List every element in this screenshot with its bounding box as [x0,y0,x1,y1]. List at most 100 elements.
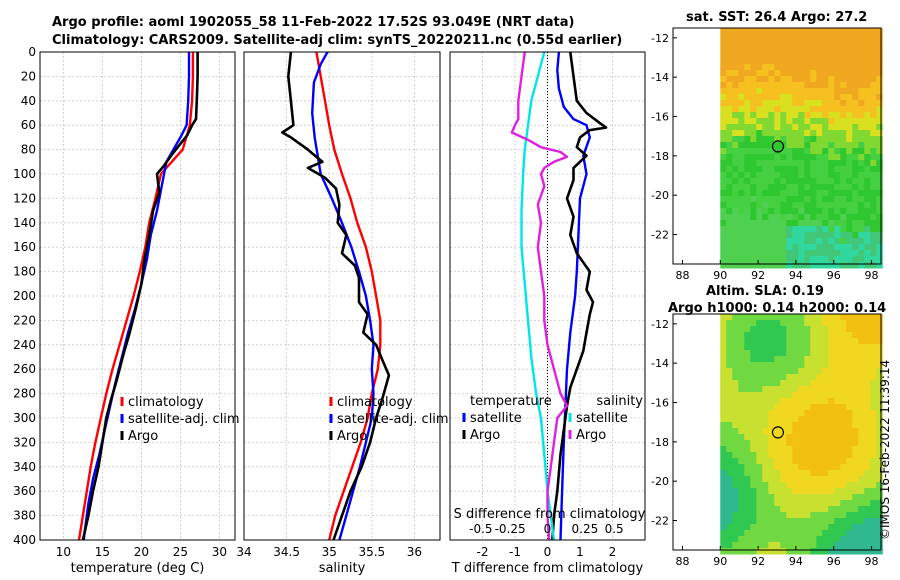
map-cell [768,548,775,555]
map-cell [804,458,811,465]
y-tick-label: 260 [13,362,36,376]
map-cell [762,202,769,209]
difference-panel: -2 -1 0 1 2T difference from climatologytemp… [449,51,646,576]
map-cell [834,166,841,173]
map-cell [840,52,847,59]
map-cell [816,184,823,191]
map-cell [816,250,823,257]
map-cell [726,314,733,321]
map-cell [804,422,811,429]
map-cell [876,512,883,519]
map-cell [834,404,841,411]
map-cell [744,190,751,197]
map-cell [816,232,823,239]
map-cell [726,518,733,525]
map-cell [744,220,751,227]
map-cell [870,196,877,203]
map-cell [816,34,823,41]
map-cell [840,202,847,209]
map-cell [804,320,811,327]
map-cell [750,226,757,233]
map-cell [786,416,793,423]
map-cell [846,506,853,513]
map-cell [810,536,817,543]
map-cell [786,40,793,47]
map-cell [774,40,781,47]
map-cell [756,214,763,221]
map-cell [738,130,745,137]
map-cell [822,464,829,471]
map-cell [762,524,769,531]
map-cell [810,220,817,227]
x-tick-label: 1 [576,545,584,559]
map-cell [870,190,877,197]
map-cell [834,392,841,399]
map-cell [828,428,835,435]
map-cell [720,470,727,477]
map-cell [750,154,757,161]
map-cell [798,184,805,191]
map-cell [870,392,877,399]
map-cell [810,178,817,185]
map-cell [756,118,763,125]
map-cell [846,262,853,269]
map-cell [846,220,853,227]
map-cell [786,256,793,263]
map-cell [828,166,835,173]
map-cell [798,386,805,393]
map-cell [786,320,793,327]
map-cell [732,256,739,263]
map-cell [726,494,733,501]
map-cell [864,440,871,447]
map-cell [804,392,811,399]
map-cell [726,172,733,179]
map-cell [822,446,829,453]
map-cell [738,548,745,555]
map-cell [756,154,763,161]
map-cell [810,512,817,519]
map-cell [726,320,733,327]
map-cell [876,356,883,363]
map-cell [792,338,799,345]
map-cell [810,244,817,251]
map-cell [840,446,847,453]
map-cell [828,506,835,513]
map-cell [864,184,871,191]
map-cell [774,482,781,489]
map-cell [810,52,817,59]
map-cell [810,208,817,215]
map-cell [852,314,859,321]
map-cell [762,130,769,137]
map-cell [756,530,763,537]
map-cell [822,262,829,269]
map-cell [792,52,799,59]
map-cell [852,190,859,197]
map-cell [744,82,751,89]
map-cell [792,410,799,417]
map-cell [840,530,847,537]
map-cell [822,172,829,179]
map-cell [846,470,853,477]
map-cell [798,208,805,215]
map-cell [864,464,871,471]
map-cell [768,154,775,161]
map-cell [852,350,859,357]
map-cell [738,166,745,173]
legend-label: satellite-adj. clim [128,412,240,427]
map-cell [756,232,763,239]
map-cell [780,202,787,209]
map-cell [780,434,787,441]
map-cell [852,28,859,35]
map-cell [792,124,799,131]
map-cell [744,100,751,107]
y-tick-label: 320 [13,435,36,449]
map-cell [864,106,871,113]
map-cell [846,88,853,95]
map-cell [756,518,763,525]
map-cell [870,476,877,483]
map-cell [738,386,745,393]
map-cell [810,476,817,483]
map-cell [876,326,883,333]
map-cell [792,506,799,513]
map-cell [864,136,871,143]
